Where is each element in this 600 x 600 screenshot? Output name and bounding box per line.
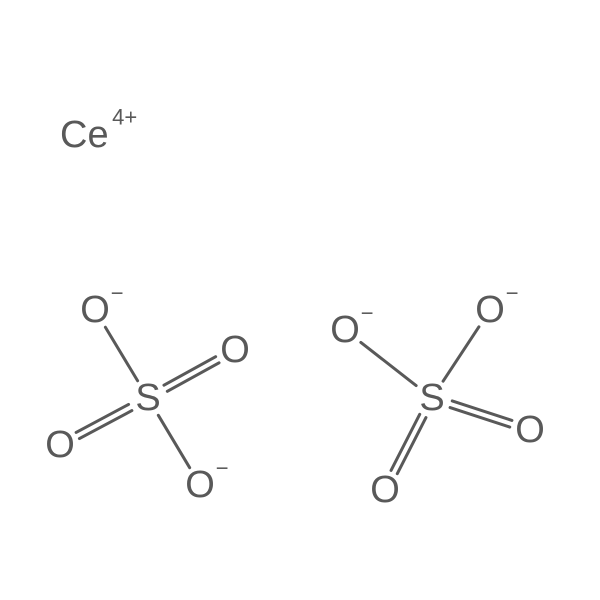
bond-single (443, 327, 479, 381)
sulfate-left-O_top: O− (80, 280, 123, 331)
svg-text:O: O (220, 329, 250, 371)
cerium-cation: Ce4+ (60, 104, 137, 156)
bond-double (79, 411, 131, 439)
svg-text:O: O (515, 409, 545, 451)
svg-text:S: S (419, 377, 444, 419)
sulfate-left-center: S (135, 377, 160, 419)
svg-text:O: O (475, 289, 505, 331)
charge-superscript: − (361, 300, 374, 325)
svg-text:Ce: Ce (60, 114, 109, 156)
sulfate-right-O_tr: O− (475, 280, 518, 331)
bond-double (391, 414, 420, 470)
svg-text:O: O (80, 289, 110, 331)
sulfate-right-O_bl: O (370, 469, 400, 511)
svg-text:O: O (185, 464, 215, 506)
charge-superscript: − (216, 455, 229, 480)
sulfate-left-O_right: O (220, 329, 250, 371)
svg-text:S: S (135, 377, 160, 419)
svg-text:O: O (45, 424, 75, 466)
bond-double (167, 363, 219, 392)
svg-text:O: O (370, 469, 400, 511)
sulfate-right-O_br: O (515, 409, 545, 451)
bond-double (76, 404, 128, 432)
sulfate-left-O_bottom: O− (185, 455, 228, 506)
bond-single (105, 327, 137, 380)
bond-double (164, 357, 216, 386)
charge-superscript: − (111, 280, 124, 305)
sulfate-right-center: S (419, 377, 444, 419)
svg-text:4+: 4+ (112, 104, 137, 129)
bond-single (158, 415, 189, 467)
bond-double (397, 418, 426, 474)
sulfate-left-O_left: O (45, 424, 75, 466)
bond-single (361, 342, 416, 385)
charge-superscript: − (506, 280, 519, 305)
svg-text:O: O (330, 309, 360, 351)
chemical-structure: Ce4+SO−OOO−SO−O−OO (0, 0, 600, 600)
sulfate-right-O_tl: O− (330, 300, 373, 351)
